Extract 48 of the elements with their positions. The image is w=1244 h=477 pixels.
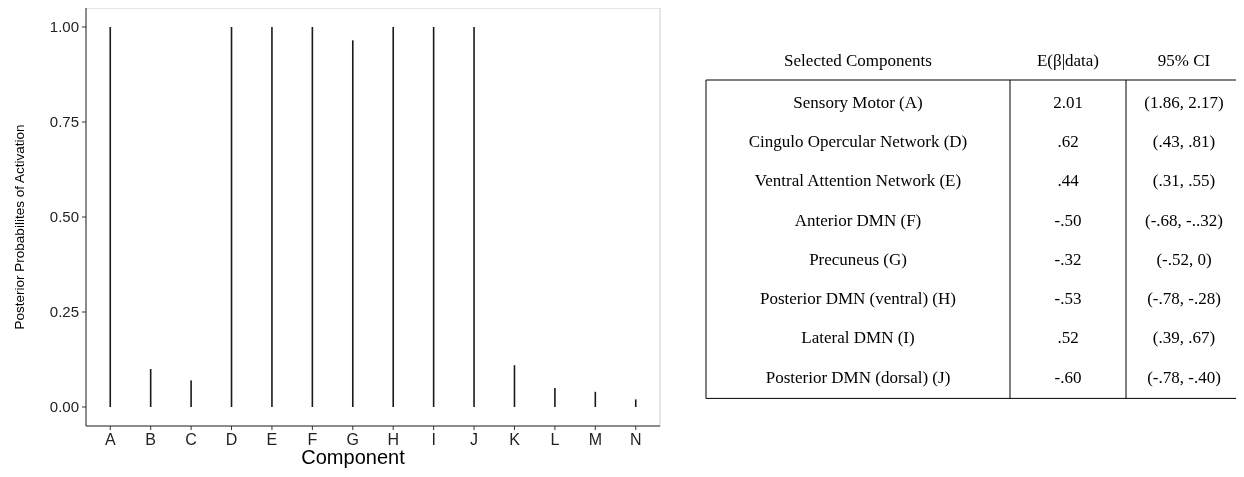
- text: Posterior DMN (dorsal) (J): [765, 367, 951, 387]
- text: -.50: [1054, 210, 1082, 230]
- text: (.43, .81): [1152, 131, 1216, 151]
- text: (.39, .67): [1152, 328, 1216, 348]
- text: Precuneus (G): [809, 249, 907, 269]
- y-tick-label: 0.00: [49, 398, 79, 416]
- x-axis-title: Component: [301, 446, 406, 468]
- text: (-.52, 0): [1156, 249, 1212, 269]
- category-label: E(β|data): [1036, 51, 1100, 70]
- x-tick-label: J: [470, 431, 479, 448]
- text: 2.01: [1053, 92, 1083, 112]
- y-tick-label: 0.25: [49, 303, 79, 321]
- y-tick-label: 0.50: [49, 208, 79, 226]
- x-tick-label: D: [225, 431, 238, 448]
- x-tick-label: I: [431, 431, 436, 448]
- y-tick-label: 1.00: [49, 18, 79, 36]
- y-axis-title: Posterior Probabilites of Activation: [12, 124, 27, 330]
- x-tick-label: M: [588, 431, 602, 448]
- text: (.31, .55): [1152, 171, 1216, 191]
- text: Lateral DMN (I): [801, 328, 915, 348]
- x-tick-label: L: [550, 431, 560, 448]
- text: (-.78, -.28): [1147, 289, 1221, 309]
- x-tick-label: A: [104, 431, 116, 448]
- x-tick-label: C: [185, 431, 197, 448]
- text: (1.86, 2.17): [1144, 92, 1224, 112]
- y-tick-label: 0.75: [49, 113, 79, 131]
- text: -.53: [1054, 289, 1082, 309]
- text: Ventral Attention Network (E): [754, 171, 962, 191]
- x-tick-label: N: [629, 431, 642, 448]
- x-tick-label: G: [346, 431, 360, 448]
- x-tick-label: F: [307, 431, 318, 448]
- text: -.32: [1054, 249, 1082, 269]
- x-tick-label: E: [266, 431, 278, 448]
- text: .62: [1057, 131, 1079, 151]
- text: Posterior DMN (ventral) (H): [760, 289, 956, 309]
- category-label: 95% CI: [1157, 51, 1211, 70]
- text: .52: [1057, 328, 1079, 348]
- text: Sensory Motor (A): [793, 92, 923, 112]
- text: (-.68, -..32): [1145, 210, 1223, 230]
- x-tick-label: H: [387, 431, 399, 448]
- text: (-.78, -.40): [1147, 367, 1221, 387]
- text: -.60: [1054, 367, 1082, 387]
- x-tick-label: B: [145, 431, 157, 448]
- text: .44: [1057, 171, 1079, 191]
- x-tick-label: K: [509, 431, 521, 448]
- text: Cingulo Opercular Network (D): [748, 131, 968, 151]
- category-label: Selected Components: [784, 51, 932, 70]
- text: Anterior DMN (F): [794, 210, 922, 230]
